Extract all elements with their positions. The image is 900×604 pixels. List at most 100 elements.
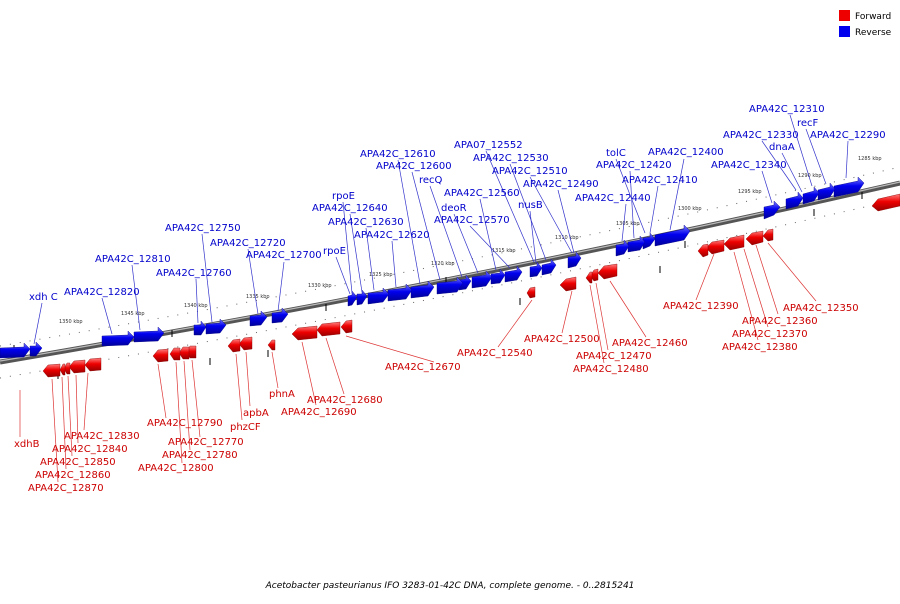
leader-line: [755, 244, 779, 315]
gene-arrow-reverse[interactable]: [529, 261, 543, 278]
gene-label: APA42C_12310: [749, 104, 825, 115]
leader-line: [391, 240, 397, 288]
gene-label: APA42C_12700: [246, 250, 322, 261]
gene-arrow-forward[interactable]: [42, 363, 61, 378]
gene-arrow-reverse[interactable]: [802, 186, 820, 205]
gene-arrow-reverse[interactable]: [541, 258, 557, 276]
gene-arrow-forward[interactable]: [745, 230, 764, 246]
gene-arrow-forward[interactable]: [597, 263, 618, 280]
map-caption: Acetobacter pasteurianus IFO 3283-01-42C…: [265, 581, 635, 591]
gene-arrow-reverse[interactable]: [490, 268, 506, 285]
leader-line: [845, 140, 849, 179]
gene-label: APA42C_12610: [360, 149, 436, 160]
tick-label: 1320 kbp: [431, 261, 455, 267]
gene-arrow-forward[interactable]: [697, 243, 709, 258]
gene-arrow-forward[interactable]: [267, 339, 276, 351]
tick-label: 1325 kbp: [369, 272, 393, 278]
gene-arrow-forward[interactable]: [585, 271, 593, 284]
gene-arrow-forward[interactable]: [178, 346, 190, 360]
leader-line: [61, 376, 67, 470]
gene-arrow-reverse[interactable]: [627, 235, 646, 253]
gene-arrow-forward[interactable]: [526, 286, 536, 299]
tick-label: 1345 kbp: [121, 311, 145, 317]
gene-arrow-reverse[interactable]: [0, 342, 31, 359]
gene-label: deoR: [441, 203, 467, 214]
gene-arrow-reverse[interactable]: [410, 280, 435, 299]
tick-label: 1300 kbp: [678, 206, 702, 212]
gene-arrow-reverse[interactable]: [785, 191, 804, 210]
leader-line: [497, 299, 533, 348]
gene-label: tolC: [606, 148, 626, 159]
gene-arrow-reverse[interactable]: [504, 265, 523, 283]
leader-line: [767, 242, 817, 302]
gene-label: APA42C_12810: [95, 254, 171, 265]
gene-arrow-reverse[interactable]: [347, 290, 358, 307]
gene-arrow-reverse[interactable]: [271, 307, 289, 324]
gene-arrow-reverse[interactable]: [101, 330, 135, 347]
leader-line: [561, 290, 573, 334]
gene-label: xdh C: [29, 292, 58, 303]
gene-arrow-forward[interactable]: [723, 234, 745, 251]
forward-leader-lines: [19, 242, 817, 483]
legend-swatch-reverse: [839, 26, 850, 37]
leader-line: [743, 248, 769, 328]
gene-label: APA42C_12820: [64, 287, 140, 298]
gene-arrow-forward[interactable]: [152, 348, 169, 363]
gene-arrow-forward[interactable]: [227, 338, 241, 353]
gene-arrow-reverse[interactable]: [471, 270, 493, 289]
gene-arrow-reverse[interactable]: [567, 251, 582, 269]
gene-arrow-reverse[interactable]: [367, 287, 390, 305]
gene-arrow-reverse[interactable]: [642, 232, 656, 250]
leader-line: [101, 297, 113, 335]
gene-arrow-reverse[interactable]: [133, 326, 165, 343]
gene-arrow-forward[interactable]: [559, 276, 577, 292]
gene-arrow-reverse[interactable]: [436, 276, 464, 295]
leader-line: [277, 261, 285, 312]
gene-arrow-reverse[interactable]: [615, 239, 630, 257]
leader-line: [789, 114, 813, 187]
leader-line: [529, 176, 573, 254]
leader-line: [557, 189, 575, 254]
gene-arrow-forward[interactable]: [316, 321, 341, 337]
gene-arrow-reverse[interactable]: [205, 318, 227, 335]
gene-arrow-reverse[interactable]: [356, 289, 368, 306]
gene-arrow-reverse[interactable]: [458, 274, 472, 291]
gene-arrow-forward[interactable]: [871, 193, 900, 212]
gene-arrow-reverse[interactable]: [387, 283, 413, 302]
leader-line: [609, 280, 647, 338]
gene-arrow-forward[interactable]: [238, 336, 253, 351]
legend-label-reverse: Reverse: [855, 28, 892, 38]
gene-arrow-reverse[interactable]: [817, 182, 836, 201]
gene-arrow-reverse[interactable]: [249, 310, 268, 327]
gene-arrow-forward[interactable]: [291, 325, 318, 341]
gene-arrow-forward[interactable]: [169, 347, 181, 361]
gene-arrow-reverse[interactable]: [193, 320, 207, 336]
gene-arrow-forward[interactable]: [84, 357, 102, 372]
leader-line: [453, 213, 479, 274]
gene-arrow-reverse[interactable]: [29, 341, 43, 357]
gene-arrow-reverse[interactable]: [833, 176, 865, 198]
gene-label: APA42C_12440: [575, 193, 651, 204]
gene-label: APA42C_12670: [385, 362, 461, 373]
gene-arrow-forward[interactable]: [68, 359, 86, 374]
gene-label: nusB: [518, 200, 543, 211]
gene-arrow-reverse[interactable]: [763, 200, 781, 220]
gene-label: APA42C_12330: [723, 130, 799, 141]
leader-line: [509, 163, 547, 261]
gene-label: APA42C_12340: [711, 160, 787, 171]
tick-label: 1285 kbp: [858, 156, 882, 162]
leader-line: [131, 264, 141, 331]
gene-label: APA42C_12640: [312, 203, 388, 214]
gene-arrow-forward[interactable]: [705, 239, 725, 255]
gene-label: APA42C_12400: [648, 147, 724, 158]
gene-label: APA42C_12680: [307, 395, 383, 406]
gene-arrow-forward[interactable]: [340, 319, 353, 334]
gene-arrow-forward[interactable]: [59, 363, 66, 376]
leader-line: [67, 375, 73, 457]
gene-label: APA42C_12460: [612, 338, 688, 349]
gene-arrow-forward[interactable]: [762, 228, 774, 242]
gene-arrow-reverse[interactable]: [654, 224, 691, 247]
gene-label: APA42C_12630: [328, 217, 404, 228]
